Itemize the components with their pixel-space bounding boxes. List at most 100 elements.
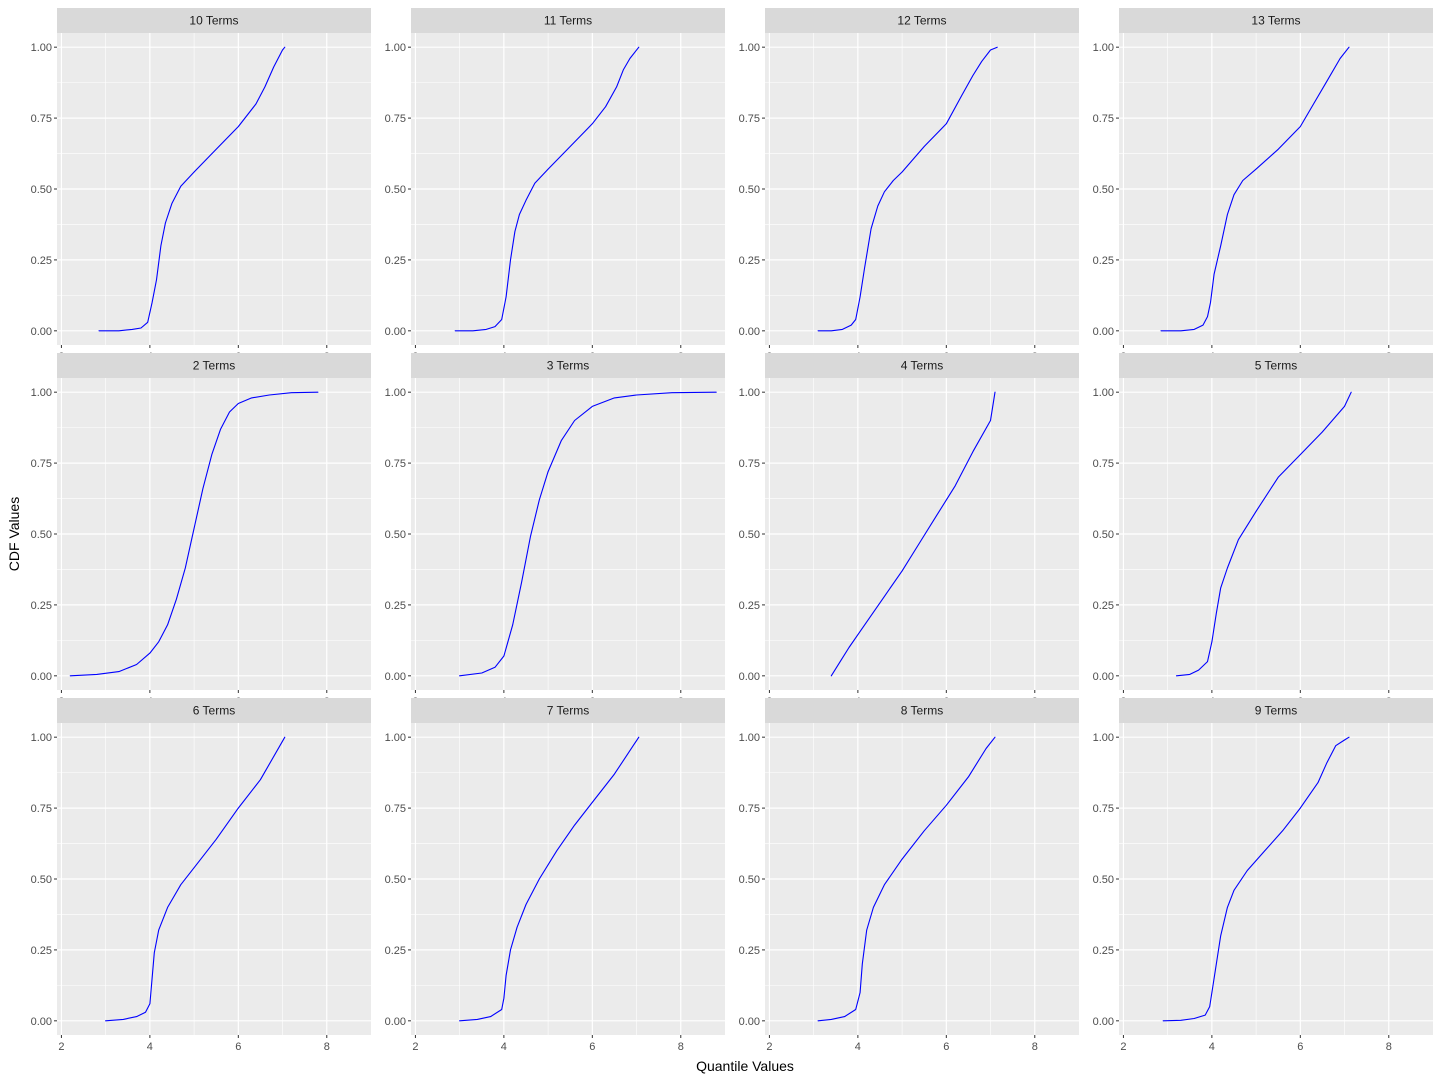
y-tick-label: 1.00: [385, 42, 406, 54]
y-tick-label: 1.00: [385, 387, 406, 399]
y-tick-label: 0.75: [31, 803, 52, 815]
facet-strip: [765, 698, 1079, 723]
cdf-line: [459, 736, 640, 1022]
y-tick-label: 0.50: [385, 529, 406, 541]
x-tick-label: 6: [589, 1041, 595, 1053]
y-tick-label: 0.50: [739, 184, 760, 196]
facet-strip: [411, 8, 725, 33]
y-tick-label: 0.25: [385, 945, 406, 957]
y-tick-label: 1.00: [31, 732, 52, 744]
y-tick-label: 0.75: [1093, 113, 1114, 125]
y-tick-label: 0.00: [385, 326, 406, 338]
cdf-line: [830, 391, 996, 677]
y-tick-label: 0.75: [385, 113, 406, 125]
y-tick-label: 0.75: [385, 458, 406, 470]
x-tick-label: 2: [58, 1041, 64, 1053]
y-tick-label: 0.50: [1093, 874, 1114, 886]
facet-strip-label: 6 Terms: [193, 704, 235, 718]
y-tick-label: 0.00: [31, 1016, 52, 1028]
y-tick-label: 1.00: [1093, 42, 1114, 54]
y-tick-label: 0.25: [31, 945, 52, 957]
facet-strip-label: 7 Terms: [547, 704, 589, 718]
y-tick-label: 0.50: [385, 184, 406, 196]
cdf-line: [817, 736, 996, 1022]
x-tick-label: 6: [1297, 1041, 1303, 1053]
y-tick-label: 0.50: [31, 184, 52, 196]
y-tick-label: 0.25: [1093, 600, 1114, 612]
x-tick-label: 8: [1032, 1041, 1038, 1053]
facet-strip-label: 8 Terms: [901, 704, 943, 718]
facet-strip-label: 11 Terms: [544, 14, 592, 28]
y-tick-label: 0.00: [739, 1016, 760, 1028]
y-tick-label: 0.25: [31, 600, 52, 612]
y-tick-label: 0.00: [739, 326, 760, 338]
facet-strip-label: 9 Terms: [1255, 704, 1297, 718]
y-tick-label: 0.25: [31, 255, 52, 267]
facet-strip-label: 5 Terms: [1255, 359, 1297, 373]
y-tick-label: 0.75: [739, 803, 760, 815]
cdf-line: [1175, 391, 1352, 677]
y-tick-label: 0.50: [31, 874, 52, 886]
facet-strip: [1119, 698, 1433, 723]
y-tick-label: 0.00: [1093, 326, 1114, 338]
y-tick-label: 0.50: [1093, 529, 1114, 541]
y-tick-label: 1.00: [739, 42, 760, 54]
y-tick-label: 0.25: [385, 600, 406, 612]
y-tick-label: 0.00: [385, 1016, 406, 1028]
cdf-line: [105, 736, 286, 1022]
x-tick-label: 8: [1386, 1041, 1392, 1053]
y-tick-label: 0.25: [739, 255, 760, 267]
y-tick-label: 1.00: [31, 42, 52, 54]
y-tick-label: 0.50: [739, 874, 760, 886]
x-tick-label: 2: [1120, 1041, 1126, 1053]
y-tick-label: 0.75: [739, 458, 760, 470]
y-tick-label: 0.00: [1093, 1016, 1114, 1028]
y-tick-label: 0.50: [739, 529, 760, 541]
facet-strip-label: 13 Terms: [1251, 14, 1300, 28]
facet-strip: [411, 698, 725, 723]
facet-panel-7-terms: 7 Terms 0.00 0.25 0.50 0.75 1.00 2 4 6 8: [385, 698, 725, 1053]
y-tick-label: 1.00: [385, 732, 406, 744]
y-tick-label: 0.25: [1093, 945, 1114, 957]
x-tick-label: 8: [678, 1041, 684, 1053]
facet-strip: [765, 353, 1079, 378]
x-tick-label: 4: [147, 1041, 153, 1053]
facet-strip-label: 12 Terms: [897, 14, 946, 28]
y-tick-label: 1.00: [31, 387, 52, 399]
facet-panel-6-terms: 6 Terms 0.00 0.25 0.50 0.75 1.00 2 4 6 8: [31, 698, 371, 1053]
x-tick-label: 4: [501, 1041, 507, 1053]
y-tick-label: 0.75: [31, 458, 52, 470]
y-tick-label: 0.00: [1093, 671, 1114, 683]
facet-strip: [57, 698, 371, 723]
facet-strip: [57, 8, 371, 33]
y-tick-label: 1.00: [1093, 732, 1114, 744]
facet-panels: 10 Terms 0.00 0.25 0.50 0.75 1.00 2 4 6 8 11 Terms…: [31, 8, 1433, 1053]
y-tick-label: 0.00: [739, 671, 760, 683]
cdf-line: [459, 391, 717, 677]
y-tick-label: 0.25: [739, 600, 760, 612]
facet-strip-label: 4 Terms: [901, 359, 943, 373]
y-tick-label: 0.75: [739, 113, 760, 125]
y-tick-label: 0.25: [739, 945, 760, 957]
x-tick-label: 4: [1209, 1041, 1215, 1053]
y-tick-label: 1.00: [739, 387, 760, 399]
facet-strip: [57, 353, 371, 378]
y-tick-label: 0.75: [385, 803, 406, 815]
x-tick-label: 4: [855, 1041, 861, 1053]
y-tick-label: 0.25: [1093, 255, 1114, 267]
facet-panel-8-terms: 8 Terms 0.00 0.25 0.50 0.75 1.00 2 4 6 8: [739, 698, 1079, 1053]
y-tick-label: 1.00: [739, 732, 760, 744]
facet-strip-label: 10 Terms: [189, 14, 238, 28]
y-tick-label: 0.75: [1093, 803, 1114, 815]
facet-strip-label: 2 Terms: [193, 359, 235, 373]
x-tick-label: 6: [235, 1041, 241, 1053]
y-tick-label: 0.00: [385, 671, 406, 683]
y-tick-label: 0.50: [1093, 184, 1114, 196]
facet-panel-9-terms: 9 Terms 0.00 0.25 0.50 0.75 1.00 2 4 6 8: [1093, 698, 1433, 1053]
